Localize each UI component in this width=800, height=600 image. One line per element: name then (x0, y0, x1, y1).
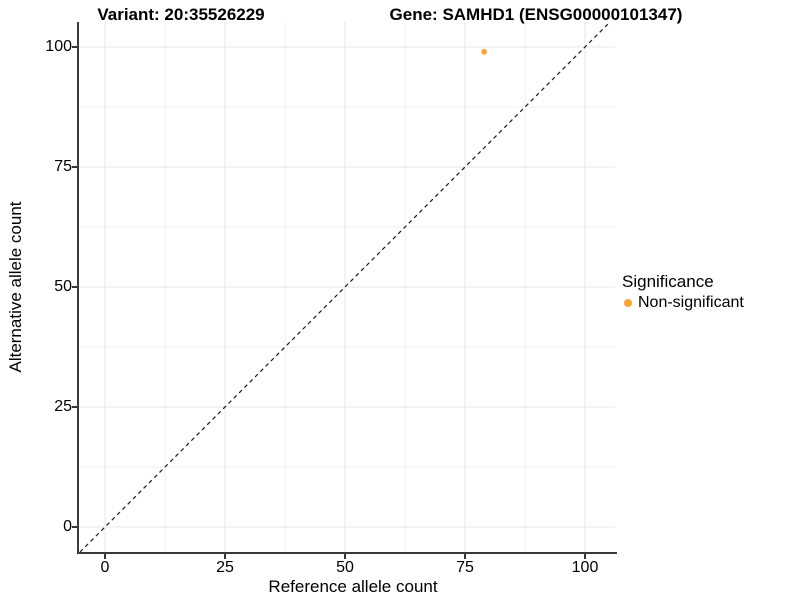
plot-panel (78, 22, 615, 552)
data-point (481, 48, 488, 55)
y-tick-mark (71, 406, 77, 408)
x-tick-label: 100 (571, 559, 599, 576)
legend-title: Significance (622, 272, 714, 291)
legend-item-non-significant: Non-significant (622, 293, 744, 313)
y-tick-mark (71, 46, 77, 48)
chart-canvas (78, 22, 615, 552)
x-tick-mark (224, 554, 226, 559)
y-tick-label: 50 (54, 278, 72, 295)
y-tick-label: 100 (45, 38, 72, 55)
y-tick-mark (71, 166, 77, 168)
y-tick-mark (71, 286, 77, 288)
y-axis-title: Alternative allele count (6, 201, 25, 373)
plot-title-gene: Gene: SAMHD1 (ENSG00000101347) (389, 5, 683, 24)
legend-item-label: Non-significant (638, 294, 744, 311)
x-tick-mark (464, 554, 466, 559)
legend-key-dot (624, 299, 632, 307)
x-tick-mark (344, 554, 346, 559)
x-tick-label: 25 (216, 559, 234, 576)
y-tick-label: 75 (54, 158, 72, 175)
x-axis-line (76, 552, 617, 554)
y-tick-label: 0 (63, 518, 72, 535)
x-tick-label: 75 (456, 559, 474, 576)
x-tick-label: 50 (336, 559, 354, 576)
legend: Significance Non-significant (622, 271, 744, 313)
plot-title-variant: Variant: 20:35526229 (97, 5, 265, 24)
y-tick-label: 25 (54, 398, 72, 415)
x-axis-title: Reference allele count (268, 577, 438, 596)
y-axis-line (76, 22, 79, 554)
x-tick-mark (104, 554, 106, 559)
identity-reference-line (79, 22, 611, 552)
y-tick-mark (71, 526, 77, 528)
x-tick-label: 0 (100, 559, 110, 576)
x-tick-mark (584, 554, 586, 559)
